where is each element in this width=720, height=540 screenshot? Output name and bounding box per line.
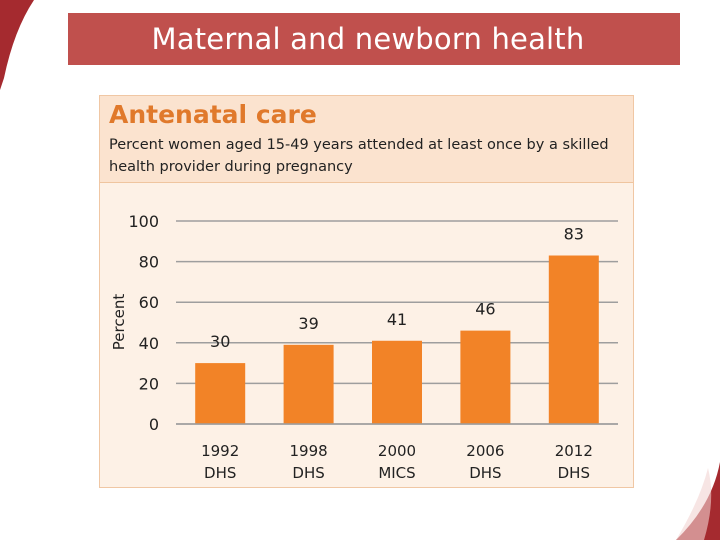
bar <box>372 340 422 424</box>
y-tick-label: 20 <box>139 374 159 393</box>
bar <box>283 344 334 424</box>
bar <box>195 363 246 424</box>
x-category-label: 1992 <box>201 442 239 460</box>
y-tick-label: 60 <box>139 293 159 312</box>
bar <box>548 255 599 424</box>
x-category-label: 2006 <box>466 442 504 460</box>
data-label: 83 <box>564 225 584 244</box>
x-category-label: 2000 <box>378 442 416 460</box>
y-tick-label: 40 <box>139 334 159 353</box>
x-category-label: 2012 <box>555 442 593 460</box>
x-category-label: MICS <box>378 464 415 482</box>
data-label: 46 <box>475 300 495 319</box>
bar <box>460 330 511 424</box>
y-tick-label: 0 <box>149 415 159 434</box>
chart-panel-header: Antenatal care Percent women aged 15-49 … <box>100 96 633 183</box>
x-category-label: DHS <box>204 464 236 482</box>
data-label: 30 <box>210 332 230 351</box>
x-category-label: DHS <box>469 464 501 482</box>
y-tick-label: 100 <box>128 212 159 231</box>
x-category-label: DHS <box>558 464 590 482</box>
chart-title: Antenatal care <box>109 100 317 129</box>
data-label: 39 <box>298 314 318 333</box>
x-category-label: DHS <box>292 464 324 482</box>
y-axis-title: Percent <box>110 294 128 351</box>
chart-panel: Antenatal care Percent women aged 15-49 … <box>99 95 634 488</box>
data-label: 41 <box>387 310 407 329</box>
y-tick-label: 80 <box>139 253 159 272</box>
slide-title: Maternal and newborn health <box>151 22 585 56</box>
chart-subtitle: Percent women aged 15-49 years attended … <box>109 137 609 175</box>
x-category-label: 1998 <box>290 442 328 460</box>
slide-title-banner: Maternal and newborn health <box>68 13 680 65</box>
